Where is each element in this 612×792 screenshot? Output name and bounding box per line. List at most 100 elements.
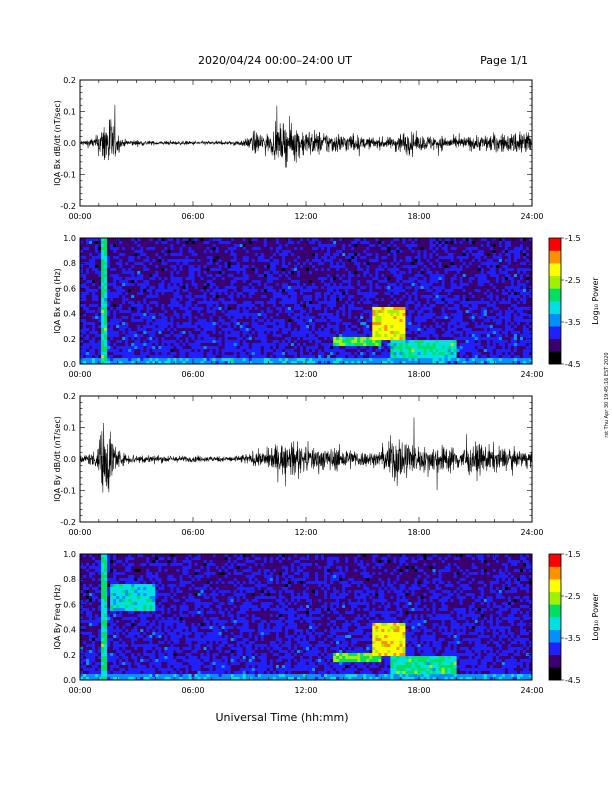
spectrogram-cell xyxy=(170,310,174,314)
spectrogram-cell xyxy=(378,292,382,296)
spectrogram-cell xyxy=(309,316,313,320)
spectrogram-cell xyxy=(248,355,253,359)
spectrogram-cell xyxy=(149,340,153,344)
spectrogram-cell xyxy=(402,313,406,317)
spectrogram-cell xyxy=(179,322,183,326)
spectrogram-cell xyxy=(405,331,409,335)
spectrogram-cell xyxy=(206,244,210,248)
spectrogram-cell xyxy=(182,322,186,326)
spectrogram-cell xyxy=(113,295,117,299)
spectrogram-cell xyxy=(411,295,415,299)
spectrogram-cell xyxy=(188,301,192,305)
spectrogram-cell xyxy=(330,238,334,242)
spectrogram-cell xyxy=(375,355,379,359)
spectrogram-cell xyxy=(420,352,424,356)
spectrogram-cell xyxy=(330,244,334,248)
spectrogram-cell xyxy=(260,292,265,296)
spectrogram-cell xyxy=(399,283,403,287)
spectrogram-cell xyxy=(272,334,277,338)
spectrogram-cell xyxy=(327,238,331,242)
spectrogram-cell xyxy=(375,307,379,311)
spectrogram-cell xyxy=(137,361,141,365)
spectrogram-cell xyxy=(164,310,168,314)
spectrogram-cell xyxy=(312,316,316,320)
page-number: Page 1/1 xyxy=(480,54,528,67)
spectrogram-cell xyxy=(354,238,358,242)
spectrogram-cell xyxy=(191,346,195,350)
spectrogram-cell xyxy=(191,328,195,332)
spectrogram-cell xyxy=(128,337,132,341)
spectrogram-cell xyxy=(104,346,108,350)
spectrogram-cell xyxy=(345,271,349,275)
spectrogram-cell xyxy=(309,286,313,290)
spectrogram-cell xyxy=(230,307,235,311)
spectrogram-cell xyxy=(200,262,204,266)
spectrogram-cell xyxy=(411,241,415,245)
spectrogram-cell xyxy=(269,343,274,347)
spectrogram-cell xyxy=(405,313,409,317)
spectrogram-cell xyxy=(245,292,250,296)
spectrogram-cell xyxy=(224,277,229,281)
spectrogram-cell xyxy=(306,280,310,284)
spectrogram-cell xyxy=(194,265,198,269)
spectrogram-cell xyxy=(116,286,120,290)
spectrogram-cell xyxy=(411,277,415,281)
spectrogram-cell xyxy=(185,277,189,281)
spectrogram-cell xyxy=(263,352,268,356)
spectrogram-cell xyxy=(396,238,400,242)
spectrogram-cell xyxy=(333,334,337,338)
spectrogram-cell xyxy=(284,361,289,365)
spectrogram-cell xyxy=(215,343,220,347)
spectrogram-cell xyxy=(122,247,126,251)
spectrogram-cell xyxy=(396,280,400,284)
spectrogram-cell xyxy=(360,253,364,257)
spectrogram-cell xyxy=(399,343,403,347)
spectrogram-cell xyxy=(417,313,421,317)
spectrogram-cell xyxy=(381,310,385,314)
spectrogram-cell xyxy=(137,340,141,344)
spectrogram-cell xyxy=(164,313,168,317)
spectrogram-cell xyxy=(426,334,430,338)
spectrogram-cell xyxy=(402,316,406,320)
spectrogram-cell xyxy=(80,298,84,302)
spectrogram-cell xyxy=(185,346,189,350)
spectrogram-cell xyxy=(408,355,412,359)
spectrogram-cell xyxy=(233,313,238,317)
spectrogram-cell xyxy=(315,328,319,332)
spectrogram-cell xyxy=(152,292,156,296)
spectrogram-cell xyxy=(357,352,361,356)
spectrogram-cell xyxy=(366,346,370,350)
spectrogram-cell xyxy=(206,319,210,323)
spectrogram-cell xyxy=(375,346,379,350)
spectrogram-cell xyxy=(324,292,328,296)
spectrogram-cell xyxy=(327,361,331,365)
spectrogram-cell xyxy=(92,286,96,290)
spectrogram-cell xyxy=(248,352,253,356)
spectrogram-cell xyxy=(215,334,220,338)
spectrogram-cell xyxy=(233,256,238,260)
spectrogram-cell xyxy=(366,262,370,266)
spectrogram-cell xyxy=(92,325,96,329)
spectrogram-cell xyxy=(209,316,213,320)
spectrogram-cell xyxy=(372,322,376,326)
spectrogram-cell xyxy=(113,292,117,296)
spectrogram-cell xyxy=(257,250,262,254)
spectrogram-cell xyxy=(248,295,253,299)
spectrogram-cell xyxy=(312,346,316,350)
spectrogram-cell xyxy=(173,310,177,314)
spectrogram-cell xyxy=(128,304,132,308)
spectrogram-cell xyxy=(411,316,415,320)
spectrogram-cell xyxy=(134,328,138,332)
spectrogram-cell xyxy=(170,358,174,362)
spectrogram-cell xyxy=(188,268,192,272)
spectrogram-cell xyxy=(357,310,361,314)
spectrogram-cell xyxy=(113,238,117,242)
spectrogram-cell xyxy=(411,298,415,302)
spectrogram-cell xyxy=(384,358,388,362)
spectrogram-cell xyxy=(116,343,120,347)
spectrogram-cell xyxy=(164,352,168,356)
spectrogram-cell xyxy=(363,310,367,314)
spectrogram-cell xyxy=(381,274,385,278)
spectrogram-cell xyxy=(203,328,207,332)
spectrogram-cell xyxy=(215,337,220,341)
